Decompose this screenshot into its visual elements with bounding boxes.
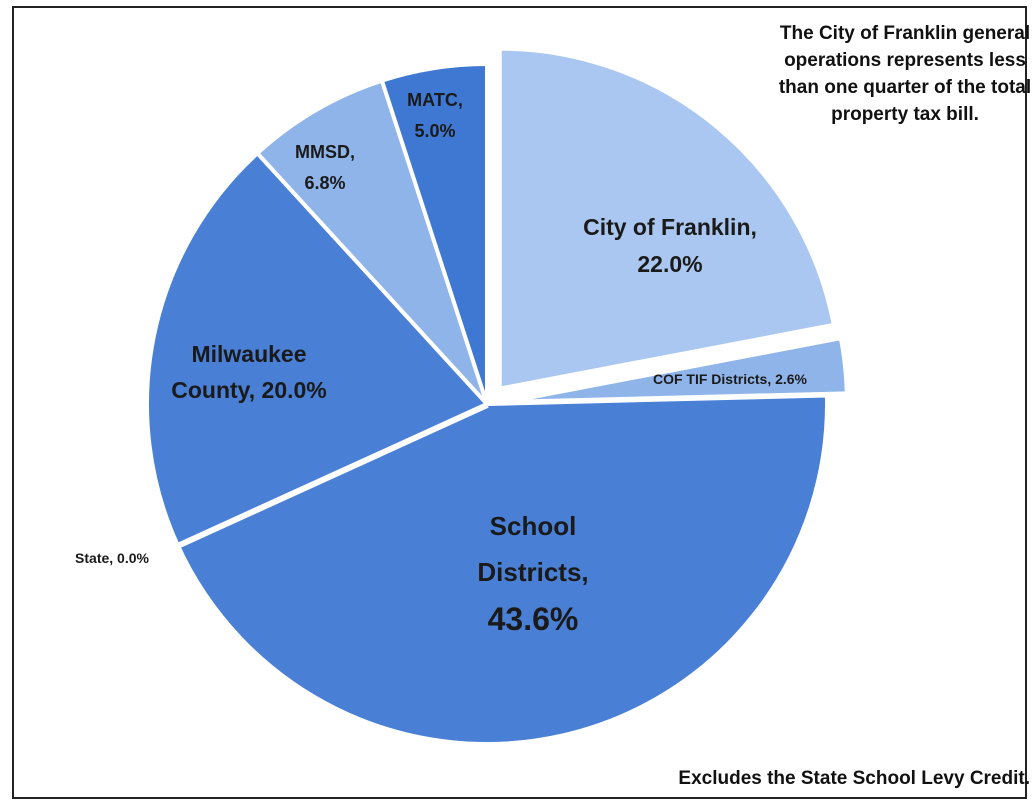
pie-slice-county (145, 151, 489, 547)
pie-label-school: School Districts, 43.6% (477, 511, 588, 637)
pie-slices (145, 46, 849, 746)
pie-labels: City of Franklin, 22.0% COF TIF Districts,… (75, 90, 808, 637)
pie-label-state: State, 0.0% (75, 550, 149, 566)
pie-slice-mmsd (255, 78, 489, 406)
pie-slice-tif (504, 336, 849, 404)
pie-label-county: Milwaukee County, 20.0% (171, 341, 327, 403)
pie-label-tif: COF TIF Districts, 2.6% (653, 371, 808, 387)
annotation-top: The City of Franklin general operations … (778, 23, 1032, 125)
pie-slice-franklin (497, 46, 836, 391)
pie-slice-matc (379, 62, 489, 406)
pie-label-mmsd: MMSD, 6.8% (295, 142, 355, 193)
pie-slice-school (175, 393, 829, 746)
pie-label-matc: MATC, 5.0% (407, 90, 463, 141)
annotation-bottom: Excludes the State School Levy Credit. (678, 768, 1030, 789)
pie-label-franklin: City of Franklin, 22.0% (583, 214, 757, 277)
